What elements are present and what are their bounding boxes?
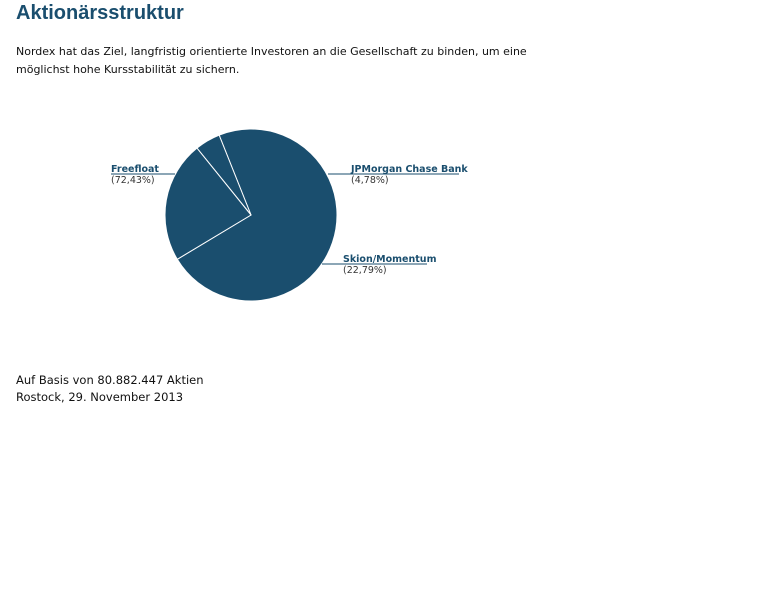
slice-percent-jpmorgan-chase-bank: (4,78%) (351, 175, 389, 186)
slice-label-freefloat: Freefloat (111, 164, 159, 175)
page-title: Aktionärsstruktur (16, 2, 184, 24)
place-date: Rostock, 29. November 2013 (16, 390, 184, 404)
pie-slice-skion-momentum (164, 147, 252, 260)
shares-note: Auf Basis von 80.882.447 Aktien (16, 373, 204, 387)
slice-label-skion-momentum: Skion/Momentum (343, 254, 437, 265)
pie-slices (164, 128, 338, 302)
intro-text: Nordex hat das Ziel, langfristig orienti… (16, 43, 556, 79)
slice-percent-skion-momentum: (22,79%) (343, 265, 387, 276)
pie-slice-freefloat (176, 128, 338, 302)
footer-note: Auf Basis von 80.882.447 Aktien Rostock,… (16, 372, 204, 406)
slice-label-jpmorgan-chase-bank: JPMorgan Chase Bank (350, 164, 468, 175)
pie-labels: Freefloat(72,43%) JPMorgan Chase Bank(4,7… (111, 164, 468, 276)
intro-line-2: möglichst hohe Kursstabilität zu sichern… (16, 63, 240, 76)
slice-percent-freefloat: (72,43%) (111, 175, 155, 186)
intro-line-1: Nordex hat das Ziel, langfristig orienti… (16, 45, 527, 58)
